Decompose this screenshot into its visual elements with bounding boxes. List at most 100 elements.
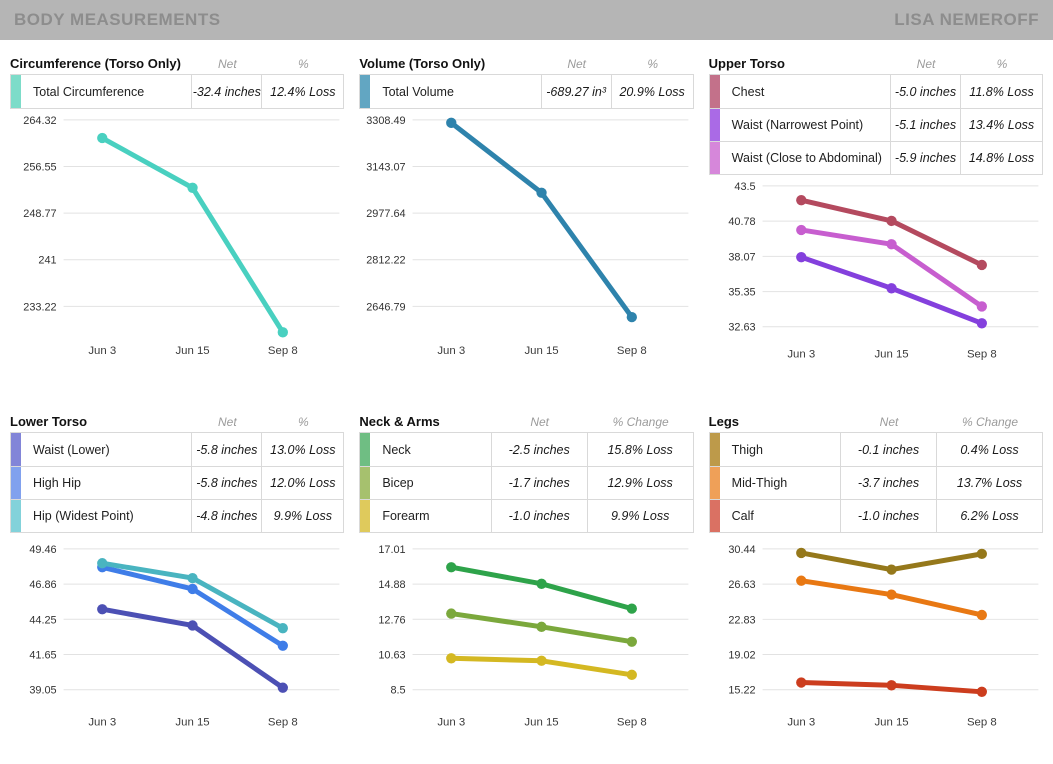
data-point[interactable] <box>976 318 987 329</box>
data-point[interactable] <box>976 549 987 560</box>
panel-header-row: Circumference (Torso Only) Net % <box>10 52 344 74</box>
net-value: -32.4 inches <box>191 75 261 108</box>
measurement-row[interactable]: Calf -1.0 inches 6.2% Loss <box>709 499 1042 533</box>
data-point[interactable] <box>446 117 457 128</box>
y-axis-tick-label: 2812.22 <box>367 255 406 267</box>
measurement-row[interactable]: Waist (Narrowest Point) -5.1 inches 13.4% … <box>709 108 1042 141</box>
data-point[interactable] <box>626 311 638 323</box>
series-label: Mid-Thigh <box>731 476 788 491</box>
series-label: Chest <box>731 84 765 99</box>
series-color-swatch <box>360 75 371 108</box>
panel-header-row: Neck & Arms Net % Change <box>359 410 693 432</box>
data-point[interactable] <box>886 283 897 294</box>
pct-value: 12.0% Loss <box>261 467 343 500</box>
app-header: BODY MEASUREMENTS LISA NEMEROFF <box>0 0 1053 40</box>
series-color-swatch <box>11 433 21 467</box>
pct-value: 0.4% Loss <box>936 433 1042 467</box>
x-axis-tick-label: Jun 3 <box>787 349 815 361</box>
data-point[interactable] <box>446 562 457 573</box>
measurement-row[interactable]: Waist (Lower) -5.8 inches 13.0% Loss <box>11 433 344 467</box>
series-label: Bicep <box>382 476 414 491</box>
measurement-row[interactable]: Total Circumference -32.4 inches 12.4% Los… <box>11 75 344 108</box>
data-point[interactable] <box>886 215 897 227</box>
data-point[interactable] <box>626 603 638 615</box>
series-color-swatch <box>360 433 371 467</box>
dashboard-grid: Circumference (Torso Only) Net % Total C… <box>0 40 1053 739</box>
measurement-row[interactable]: Mid-Thigh -3.7 inches 13.7% Loss <box>709 466 1042 500</box>
x-axis-tick-label: Jun 3 <box>88 717 116 729</box>
data-point[interactable] <box>277 641 288 652</box>
y-axis-tick-label: 2977.64 <box>367 208 406 220</box>
panel-title: Lower Torso <box>10 414 88 430</box>
data-point[interactable] <box>886 239 897 250</box>
data-point[interactable] <box>976 301 987 312</box>
measurement-table: Neck -2.5 inches 15.8% Loss Bicep -1.7 inche… <box>359 432 694 534</box>
measurement-row[interactable]: High Hip -5.8 inches 12.0% Loss <box>11 466 344 500</box>
data-point[interactable] <box>277 623 288 634</box>
data-point[interactable] <box>277 327 288 338</box>
measurement-row[interactable]: Total Volume -689.27 in³ 20.9% Loss <box>360 75 693 108</box>
data-point[interactable] <box>795 224 807 236</box>
x-axis-tick-label: Sep 8 <box>268 345 298 357</box>
chart-line[interactable] <box>99 135 286 335</box>
data-point[interactable] <box>97 604 108 615</box>
data-point[interactable] <box>886 680 897 691</box>
measurement-row[interactable]: Bicep -1.7 inches 12.9% Loss <box>360 466 693 500</box>
measurement-table: Waist (Lower) -5.8 inches 13.0% Loss High H… <box>10 432 345 534</box>
data-point[interactable] <box>536 622 548 633</box>
data-point[interactable] <box>626 637 638 648</box>
data-point[interactable] <box>976 259 987 271</box>
measurement-row[interactable]: Thigh -0.1 inches 0.4% Loss <box>709 433 1042 467</box>
y-axis-tick-label: 264.32 <box>23 115 56 127</box>
series-label: Calf <box>731 509 754 524</box>
data-point[interactable] <box>536 579 548 590</box>
measurement-panel: Neck & Arms Net % Change Neck -2.5 inches… <box>359 410 694 738</box>
panel-title: Volume (Torso Only) <box>359 56 486 71</box>
data-point[interactable] <box>795 548 807 559</box>
data-point[interactable] <box>536 656 548 667</box>
y-axis-tick-label: 256.55 <box>23 162 56 174</box>
data-point[interactable] <box>446 653 457 664</box>
line-chart: 264.32 256.55 248.77 241 233.22 Jun 3 Jun 15 Se… <box>10 109 344 368</box>
measurement-table: Total Volume -689.27 in³ 20.9% Loss <box>359 74 694 109</box>
y-axis-tick-label: 22.83 <box>728 615 755 627</box>
data-point[interactable] <box>886 564 897 576</box>
data-point[interactable] <box>446 608 457 620</box>
panel-header-row: Upper Torso Net % <box>709 52 1043 74</box>
x-axis-tick-label: Jun 15 <box>525 717 559 729</box>
data-point[interactable] <box>536 187 548 198</box>
net-value: -5.8 inches <box>191 467 261 500</box>
data-point[interactable] <box>626 670 638 681</box>
net-value: -5.0 inches <box>890 75 960 108</box>
data-point[interactable] <box>976 610 987 621</box>
series-color-swatch <box>11 500 21 533</box>
data-point[interactable] <box>795 576 807 587</box>
x-axis-tick-label: Jun 15 <box>175 345 209 357</box>
measurement-panel: Circumference (Torso Only) Net % Total C… <box>10 52 345 370</box>
chart-line[interactable] <box>449 120 635 320</box>
measurement-row[interactable]: Hip (Widest Point) -4.8 inches 9.9% Loss <box>11 499 344 533</box>
y-axis-tick-label: 2646.79 <box>367 301 406 313</box>
data-point[interactable] <box>795 677 807 689</box>
data-point[interactable] <box>795 252 807 263</box>
measurement-row[interactable]: Forearm -1.0 inches 9.9% Loss <box>360 499 693 533</box>
measurement-row[interactable]: Chest -5.0 inches 11.8% Loss <box>709 75 1042 108</box>
data-point[interactable] <box>187 584 198 595</box>
measurement-panel: Legs Net % Change Thigh -0.1 inches 0.4% L… <box>708 410 1043 738</box>
data-point[interactable] <box>187 182 198 193</box>
series-label: Waist (Narrowest Point) <box>731 118 864 132</box>
data-point[interactable] <box>795 195 807 206</box>
pct-column-header: % <box>647 57 658 71</box>
data-point[interactable] <box>97 132 108 144</box>
data-point[interactable] <box>187 573 198 584</box>
measurement-row[interactable]: Waist (Close to Abdominal) -5.9 inches 14.… <box>709 141 1042 174</box>
net-value: -2.5 inches <box>490 433 587 467</box>
data-point[interactable] <box>886 589 897 601</box>
data-point[interactable] <box>187 620 198 632</box>
data-point[interactable] <box>976 687 987 698</box>
measurement-row[interactable]: Neck -2.5 inches 15.8% Loss <box>360 433 693 467</box>
data-point[interactable] <box>277 683 288 694</box>
x-axis-tick-label: Sep 8 <box>967 349 997 361</box>
series-color-swatch <box>709 433 720 467</box>
data-point[interactable] <box>97 558 108 569</box>
